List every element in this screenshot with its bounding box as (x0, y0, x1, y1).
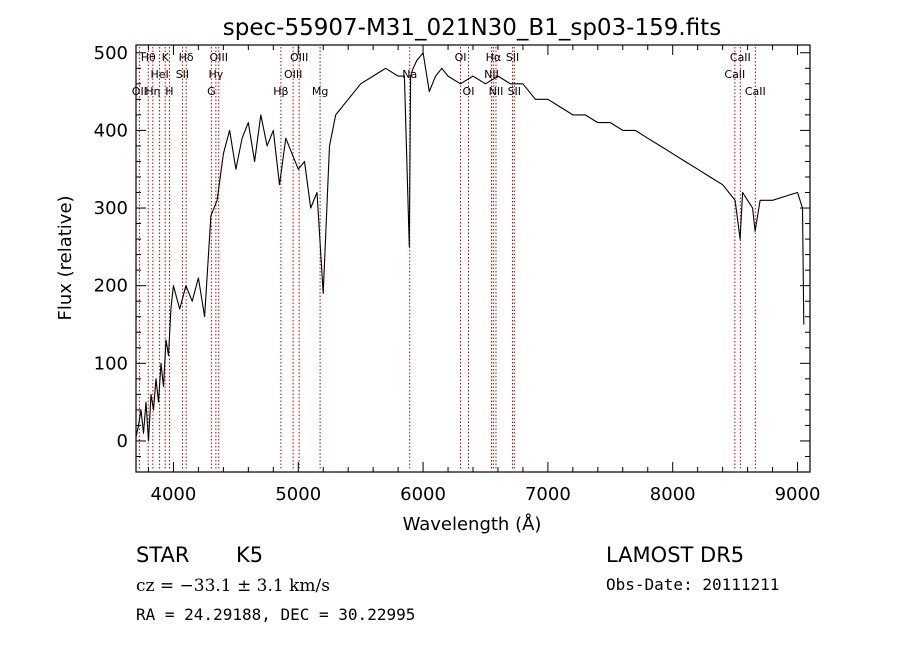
y-tick-label: 500 (94, 43, 128, 64)
marker-label-17: OI (463, 85, 475, 98)
cz-value: cz = −33.1 ± 3.1 km/s (136, 576, 330, 596)
x-tick-label: 4000 (151, 484, 197, 505)
marker-label-20: NII (489, 85, 504, 98)
ra-dec-value: RA = 24.29188, DEC = 30.22995 (136, 605, 415, 624)
marker-label-10: OIII (210, 51, 228, 64)
marker-label-19: Hα (486, 51, 502, 64)
class-label: STAR (136, 543, 189, 567)
marker-label-9: Hγ (208, 68, 223, 81)
marker-label-25: CaII (745, 85, 766, 98)
x-tick-label: 8000 (650, 484, 696, 505)
marker-label-1: Hθ (141, 51, 156, 64)
y-tick-label: 400 (94, 120, 128, 141)
spectrum-series (135, 52, 805, 442)
line-markers: OIIHθHηHeIKHSIIHδGHγOIIIHβOIIIOIIIMgNaOI… (132, 47, 766, 470)
chart-title: spec-55907-M31_021N30_B1_sp03-159.fits (223, 15, 721, 41)
x-tick-label: 9000 (775, 484, 821, 505)
marker-label-22: SII (508, 85, 521, 98)
marker-label-2: Hη (145, 85, 160, 98)
y-axis-label: Flux (relative) (55, 195, 76, 320)
obs-date: Obs-Date: 20111211 (606, 575, 779, 594)
x-tick-label: 7000 (525, 484, 571, 505)
marker-label-0: OII (132, 85, 147, 98)
marker-label-7: Hδ (179, 51, 194, 64)
marker-label-18: NII (484, 68, 499, 81)
marker-label-14: Mg (312, 85, 328, 98)
marker-label-6: SII (176, 68, 189, 81)
marker-label-5: H (165, 85, 173, 98)
marker-label-16: OI (455, 51, 467, 64)
marker-label-11: Hβ (273, 85, 288, 98)
marker-label-3: HeI (150, 68, 168, 81)
y-tick-label: 200 (94, 276, 128, 297)
axis-ticks: 4000 5000 6000 7000 8000 9000 0 100 200 300 400 500 (94, 43, 821, 505)
x-tick-label: 6000 (400, 484, 446, 505)
marker-label-24: CaII (730, 51, 751, 64)
plot-frame (135, 44, 811, 473)
marker-label-13: OIII (290, 51, 308, 64)
y-tick-label: 100 (94, 353, 128, 374)
spectrum-line (135, 52, 805, 442)
marker-label-21: SII (506, 51, 519, 64)
marker-label-12: OIII (284, 68, 302, 81)
marker-label-15: Na (402, 68, 417, 81)
marker-label-8: G (207, 85, 216, 98)
marker-label-4: K (162, 51, 170, 64)
marker-label-23: CaII (724, 68, 745, 81)
subclass-label: K5 (236, 543, 263, 567)
x-tick-label: 5000 (275, 484, 321, 505)
survey-label: LAMOST DR5 (606, 543, 744, 567)
y-tick-label: 300 (94, 198, 128, 219)
y-tick-label: 0 (117, 431, 128, 452)
x-axis-label: Wavelength (Å) (403, 513, 542, 535)
